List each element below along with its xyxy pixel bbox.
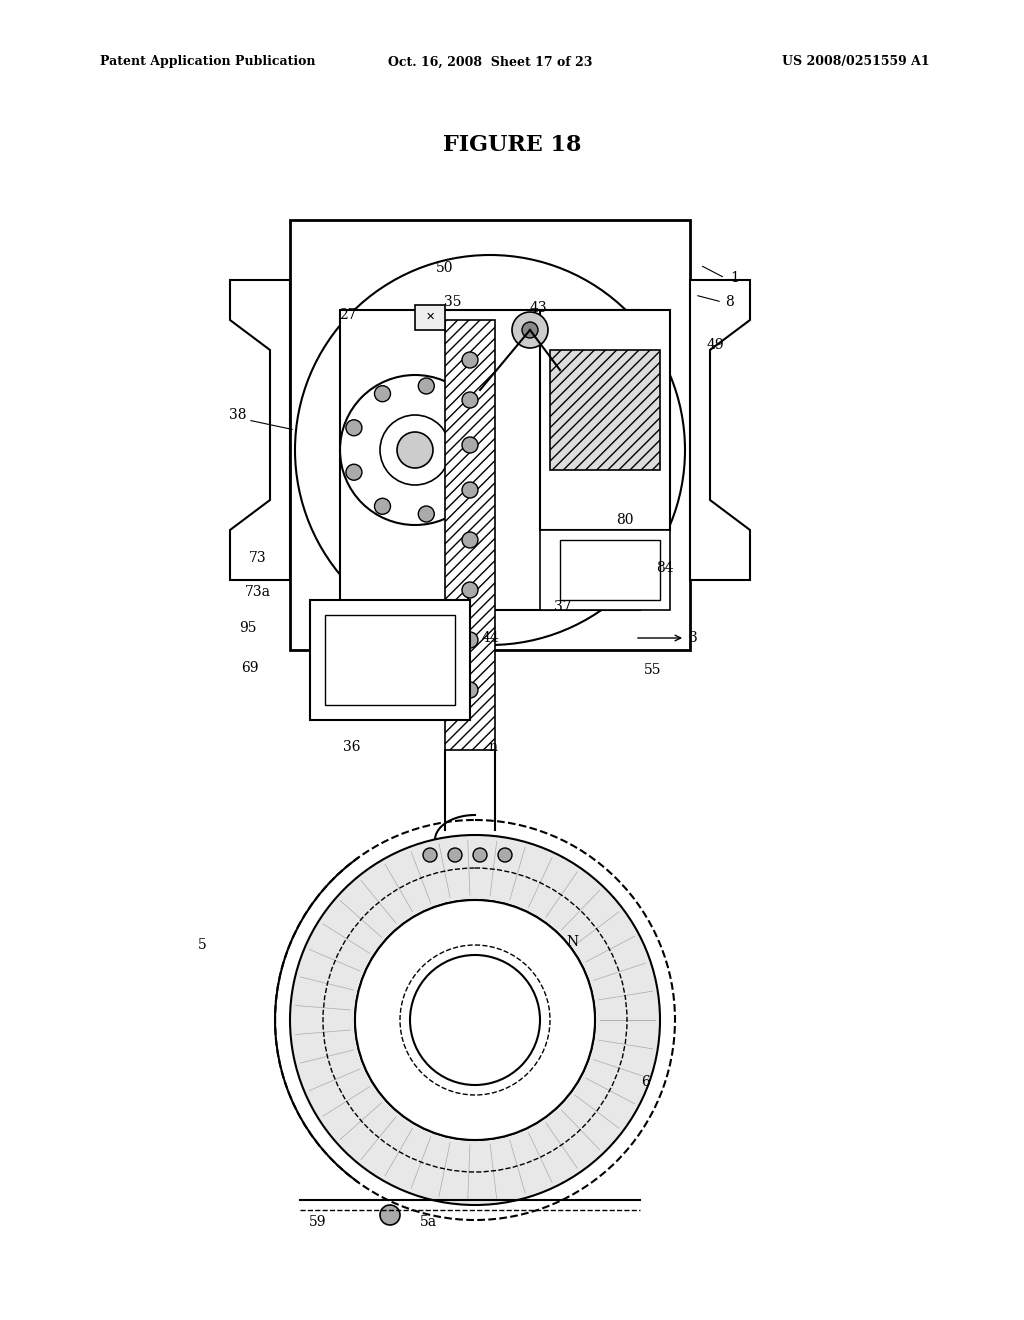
Bar — [415, 305, 445, 330]
Text: ✕: ✕ — [425, 312, 434, 322]
Circle shape — [462, 437, 478, 453]
Text: 73a: 73a — [245, 585, 271, 599]
Text: 44: 44 — [481, 631, 499, 645]
Bar — [560, 540, 660, 601]
Text: 84: 84 — [656, 561, 674, 576]
Polygon shape — [690, 280, 750, 579]
Bar — [340, 310, 640, 610]
Circle shape — [462, 632, 478, 648]
Circle shape — [473, 847, 487, 862]
Circle shape — [462, 482, 478, 498]
Circle shape — [462, 682, 478, 698]
Text: 6: 6 — [641, 1074, 649, 1089]
Text: Oct. 16, 2008  Sheet 17 of 23: Oct. 16, 2008 Sheet 17 of 23 — [388, 55, 592, 69]
Circle shape — [457, 484, 473, 500]
Circle shape — [457, 400, 473, 416]
Circle shape — [346, 465, 361, 480]
Text: 3: 3 — [688, 631, 697, 645]
Text: Patent Application Publication: Patent Application Publication — [100, 55, 315, 69]
Circle shape — [498, 847, 512, 862]
Circle shape — [512, 312, 548, 348]
Circle shape — [423, 847, 437, 862]
Text: 35: 35 — [444, 294, 462, 309]
Text: 5a: 5a — [420, 1214, 436, 1229]
Text: 36: 36 — [343, 741, 360, 754]
Bar — [540, 531, 670, 610]
Bar — [540, 310, 670, 531]
Text: 43: 43 — [529, 301, 547, 315]
Text: 59: 59 — [309, 1214, 327, 1229]
Circle shape — [346, 420, 361, 436]
Bar — [310, 601, 470, 719]
Text: 49: 49 — [707, 338, 724, 352]
Text: 8: 8 — [726, 294, 734, 309]
Circle shape — [397, 432, 433, 469]
Circle shape — [375, 498, 390, 515]
Circle shape — [462, 532, 478, 548]
Text: 1: 1 — [730, 271, 739, 285]
Bar — [550, 350, 660, 470]
Bar — [325, 615, 455, 705]
Text: 73: 73 — [249, 550, 267, 565]
Text: N: N — [566, 935, 579, 949]
Text: FIGURE 18: FIGURE 18 — [442, 135, 582, 156]
Circle shape — [410, 954, 540, 1085]
Text: 38: 38 — [229, 408, 247, 422]
Circle shape — [355, 900, 595, 1140]
Text: n: n — [488, 741, 498, 754]
Circle shape — [522, 322, 538, 338]
Text: 37: 37 — [554, 601, 571, 614]
Circle shape — [380, 1205, 400, 1225]
Circle shape — [418, 506, 434, 521]
Circle shape — [375, 385, 390, 401]
Circle shape — [449, 847, 462, 862]
Circle shape — [462, 582, 478, 598]
Circle shape — [472, 442, 488, 458]
Polygon shape — [319, 240, 410, 300]
Bar — [290, 220, 690, 649]
Polygon shape — [230, 280, 290, 579]
Polygon shape — [570, 240, 660, 300]
Text: 55: 55 — [644, 663, 662, 677]
Circle shape — [355, 900, 595, 1140]
Circle shape — [462, 352, 478, 368]
Text: 95: 95 — [240, 620, 257, 635]
Text: 27: 27 — [339, 308, 356, 322]
Text: 69: 69 — [242, 661, 259, 675]
Text: US 2008/0251559 A1: US 2008/0251559 A1 — [782, 55, 930, 69]
Bar — [445, 319, 495, 750]
Text: 50: 50 — [436, 261, 454, 275]
Circle shape — [418, 378, 434, 393]
Text: 5: 5 — [198, 939, 207, 952]
Circle shape — [462, 392, 478, 408]
Circle shape — [290, 836, 660, 1205]
Text: S: S — [387, 935, 396, 949]
Text: 80: 80 — [616, 513, 634, 527]
